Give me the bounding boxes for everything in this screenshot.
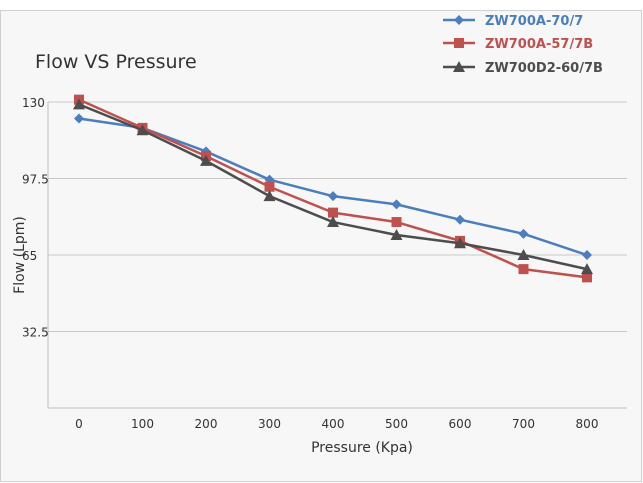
legend-item: ZW700A-70/7 bbox=[443, 14, 583, 29]
y-tick-labels: 130 97.5 65 32.5 bbox=[22, 96, 49, 340]
legend-label: ZW700D2-60/7B bbox=[485, 61, 603, 76]
grid-lines bbox=[48, 101, 627, 332]
triangle-marker bbox=[390, 228, 403, 240]
diamond-marker bbox=[518, 228, 529, 239]
triangle-marker bbox=[327, 216, 339, 228]
square-marker bbox=[264, 181, 275, 192]
triangle-marker bbox=[454, 237, 466, 249]
legend-label: ZW700A-57/7B bbox=[485, 37, 593, 52]
x-tick-label: 100 bbox=[131, 417, 154, 431]
square-marker bbox=[391, 217, 402, 228]
diamond-marker bbox=[391, 199, 402, 210]
square-marker bbox=[454, 38, 464, 48]
y-tick-label: 65 bbox=[22, 249, 37, 263]
y-axis-label: Flow (Lpm) bbox=[12, 216, 28, 294]
y-tick-label: 97.5 bbox=[22, 173, 49, 187]
triangle-marker bbox=[73, 98, 85, 110]
series-3 bbox=[73, 98, 593, 275]
triangle-marker bbox=[263, 190, 276, 202]
triangle-marker bbox=[136, 124, 149, 136]
y-tick-label: 130 bbox=[22, 96, 45, 110]
x-tick-label: 800 bbox=[576, 417, 599, 431]
legend-item: ZW700A-57/7B bbox=[443, 37, 593, 52]
x-tick-labels: 0 100 200 300 400 500 600 700 800 bbox=[75, 417, 598, 431]
legend: ZW700A-70/7 ZW700A-57/7B ZW700D2-60/7B bbox=[443, 14, 603, 76]
y-tick-label: 32.5 bbox=[22, 326, 49, 340]
series-layer bbox=[73, 94, 593, 283]
triangle-marker bbox=[453, 61, 465, 72]
triangle-marker bbox=[517, 249, 530, 260]
diamond-marker bbox=[74, 113, 84, 124]
axes bbox=[47, 102, 627, 409]
x-axis-label: Pressure (Kpa) bbox=[311, 440, 413, 456]
diamond-marker bbox=[582, 250, 592, 260]
chart-title: Flow VS Pressure bbox=[35, 51, 197, 73]
x-tick-label: 0 bbox=[75, 417, 83, 431]
legend-label: ZW700A-70/7 bbox=[485, 14, 583, 29]
triangle-marker bbox=[581, 263, 593, 275]
diamond-marker bbox=[328, 191, 338, 202]
series-1 bbox=[74, 113, 592, 260]
square-marker bbox=[328, 207, 338, 218]
diamond-marker bbox=[454, 15, 464, 25]
chart-background bbox=[0, 10, 642, 482]
square-marker bbox=[582, 272, 592, 283]
x-tick-label: 700 bbox=[512, 417, 535, 431]
x-tick-label: 400 bbox=[322, 417, 345, 431]
x-tick-label: 300 bbox=[258, 417, 281, 431]
x-tick-label: 200 bbox=[195, 417, 218, 431]
x-tick-label: 500 bbox=[385, 417, 408, 431]
square-marker bbox=[518, 264, 529, 275]
triangle-marker bbox=[200, 154, 212, 166]
x-tick-label: 600 bbox=[449, 417, 472, 431]
diamond-marker bbox=[455, 214, 465, 225]
legend-item: ZW700D2-60/7B bbox=[443, 61, 603, 76]
